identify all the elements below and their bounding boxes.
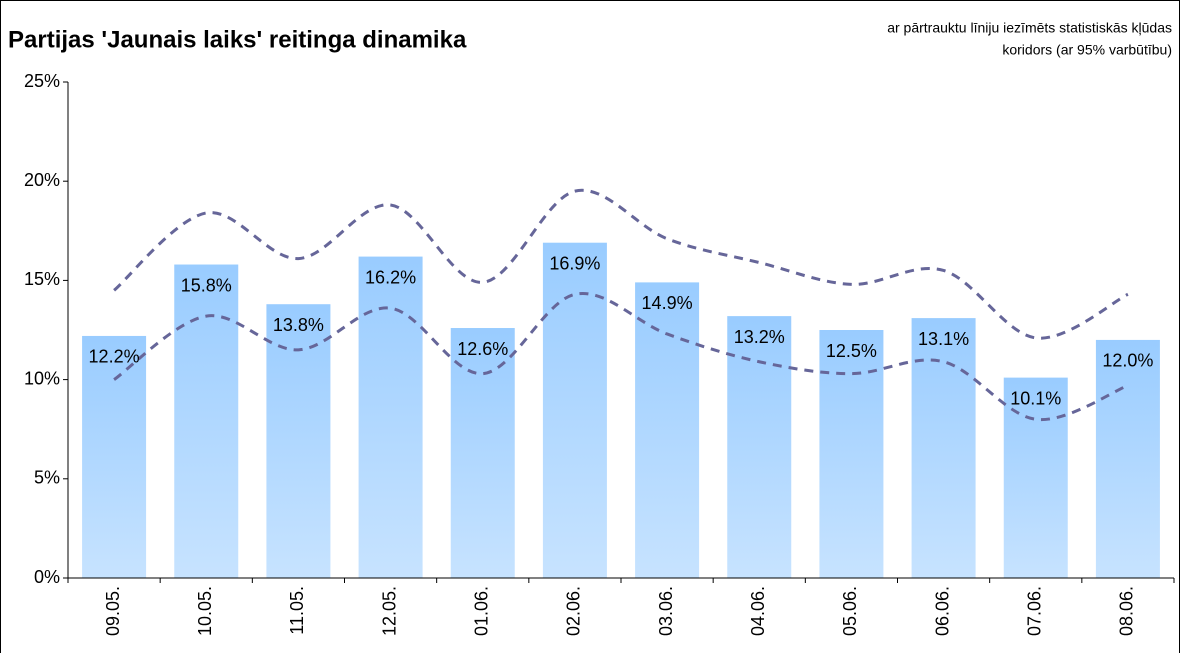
x-tick-label: 07.06. <box>1025 586 1045 636</box>
data-label: 14.9% <box>642 293 693 313</box>
data-label: 12.5% <box>826 341 877 361</box>
error-bound-line <box>113 188 1129 340</box>
data-label: 13.8% <box>273 315 324 335</box>
y-tick-label: 10% <box>24 368 60 388</box>
y-tick-label: 15% <box>24 269 60 289</box>
x-tick-label: 02.06. <box>564 586 584 636</box>
data-label: 15.8% <box>181 275 232 295</box>
bar <box>727 316 792 578</box>
bar <box>542 242 607 579</box>
data-label: 12.0% <box>1102 351 1153 371</box>
data-label: 13.1% <box>918 329 969 349</box>
bar <box>450 328 515 578</box>
bar <box>82 335 147 578</box>
bar <box>911 318 976 578</box>
x-tick-label: 03.06. <box>656 586 676 636</box>
x-tick-label: 05.06. <box>840 586 860 636</box>
y-tick-label: 25% <box>24 71 60 91</box>
chart-title: Partijas 'Jaunais laiks' reitinga dinami… <box>8 26 467 53</box>
data-label: 12.2% <box>89 347 140 367</box>
data-label: 10.1% <box>1010 388 1061 408</box>
error-bound-line <box>113 291 1129 422</box>
annotation: koridors (ar 95% varbūtību) <box>1002 42 1172 58</box>
data-label: 16.9% <box>549 253 600 273</box>
data-label: 16.2% <box>365 267 416 287</box>
x-tick-label: 12.05. <box>379 586 399 636</box>
x-tick-label: 06.06. <box>932 586 952 636</box>
x-tick-label: 04.06. <box>748 586 768 636</box>
bar <box>266 304 331 578</box>
bar <box>635 282 700 578</box>
bar <box>1095 339 1160 578</box>
bar <box>819 330 884 578</box>
x-tick-label: 08.06. <box>1117 586 1137 636</box>
x-tick-label: 10.05. <box>195 586 215 636</box>
y-tick-label: 20% <box>24 170 60 190</box>
y-tick-label: 5% <box>34 468 60 488</box>
data-label: 13.2% <box>734 327 785 347</box>
x-tick-label: 01.06. <box>472 586 492 636</box>
data-label: 12.6% <box>457 339 508 359</box>
bar <box>358 256 423 578</box>
y-tick-label: 0% <box>34 567 60 587</box>
x-tick-label: 11.05. <box>287 586 307 635</box>
annotation: ar pārtrauktu līniju iezīmēts statistisk… <box>887 20 1172 36</box>
bar <box>174 264 239 578</box>
x-tick-label: 09.05. <box>103 586 123 636</box>
